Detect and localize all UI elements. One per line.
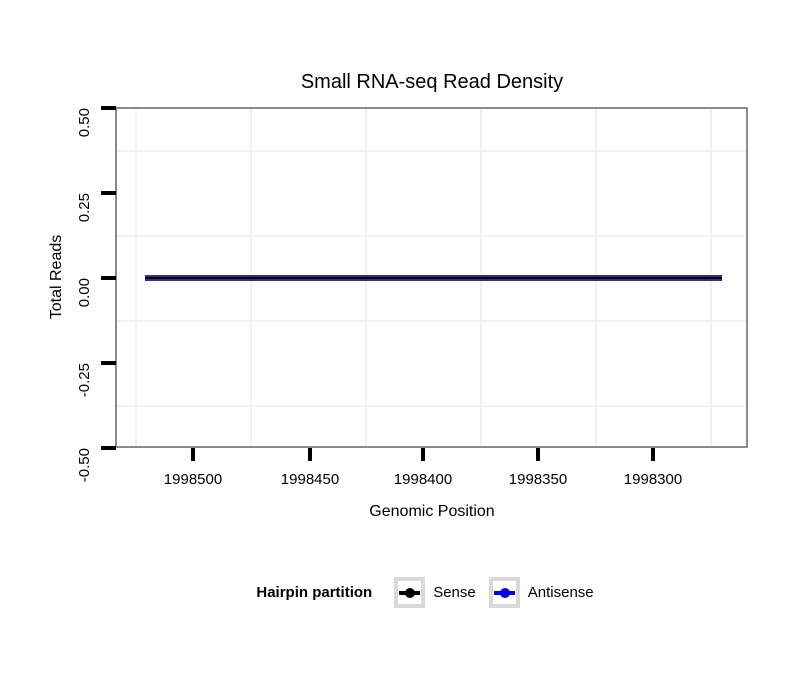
y-tick <box>101 106 116 110</box>
sense-point-icon <box>405 587 416 598</box>
x-tick <box>536 448 540 461</box>
legend-item-sense: Sense <box>394 576 476 608</box>
gridline-minor-horizontal <box>117 405 746 407</box>
x-tick-label: 1998450 <box>280 471 340 488</box>
y-tick-label: 0.50 <box>76 108 93 138</box>
y-tick <box>101 276 116 280</box>
x-tick-label: 1998350 <box>508 471 568 488</box>
gridline-minor-horizontal <box>117 235 746 237</box>
x-tick-label: 1998400 <box>393 471 453 488</box>
read-density-line-sense-antisense <box>145 275 722 281</box>
x-tick-label: 1998300 <box>623 471 683 488</box>
x-tick <box>308 448 312 461</box>
gridline-minor-horizontal <box>117 320 746 322</box>
x-tick <box>421 448 425 461</box>
legend-key-sense <box>394 576 426 608</box>
y-tick-label: 0.25 <box>76 193 93 223</box>
x-axis-title: Genomic Position <box>369 503 495 520</box>
y-tick <box>101 191 116 195</box>
y-tick <box>101 361 116 365</box>
y-tick-label: -0.25 <box>76 363 93 398</box>
legend-label-sense: Sense <box>433 583 476 601</box>
gridline-minor-vertical <box>135 109 137 446</box>
y-axis-title: Total Reads <box>48 234 65 320</box>
legend-key-antisense <box>488 576 520 608</box>
antisense-point-icon <box>499 587 510 598</box>
x-tick <box>191 448 195 461</box>
legend-item-antisense: Antisense <box>488 576 594 608</box>
legend-title: Hairpin partition <box>256 583 373 601</box>
y-tick-label: 0.00 <box>76 278 93 308</box>
y-tick <box>101 446 116 450</box>
x-tick-label: 1998500 <box>163 471 223 488</box>
legend: Hairpin partition Sense Antisense <box>115 574 748 610</box>
plot-panel <box>115 107 748 448</box>
chart-title: Small RNA-seq Read Density <box>300 71 564 93</box>
x-tick <box>651 448 655 461</box>
legend-label-antisense: Antisense <box>527 583 594 601</box>
y-tick-label: -0.50 <box>76 448 93 483</box>
gridline-minor-horizontal <box>117 150 746 152</box>
